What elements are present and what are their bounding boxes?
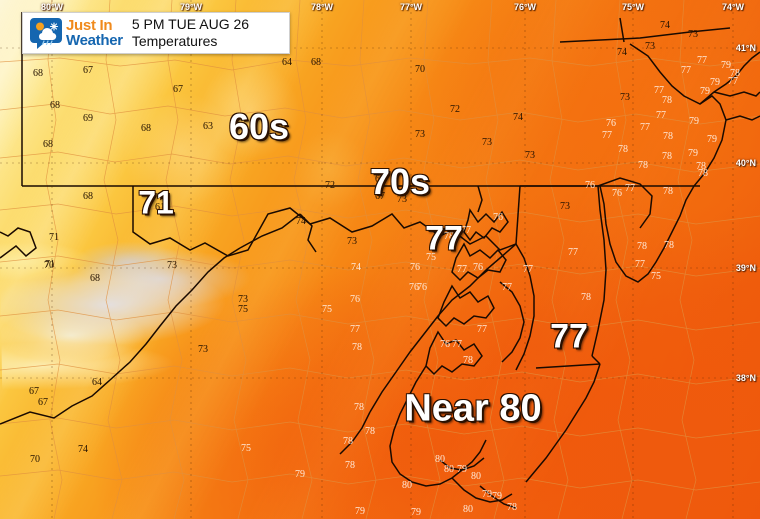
product-type-label: Temperatures (131, 33, 218, 49)
state-boundaries (0, 12, 760, 509)
brand-line-1: Just In (66, 17, 113, 34)
brand-wordmark: Just In Weather (66, 18, 123, 48)
brand-line-2: Weather (66, 32, 123, 49)
valid-time-label: 5 PM TUE AUG 26 (131, 16, 250, 32)
weather-bubble-icon (29, 16, 63, 50)
brand-logo: Just In Weather (23, 13, 126, 53)
title-text: 5 PM TUE AUG 26 Temperatures (132, 13, 289, 53)
title-plate: Just In Weather 5 PM TUE AUG 26 Temperat… (22, 12, 290, 54)
